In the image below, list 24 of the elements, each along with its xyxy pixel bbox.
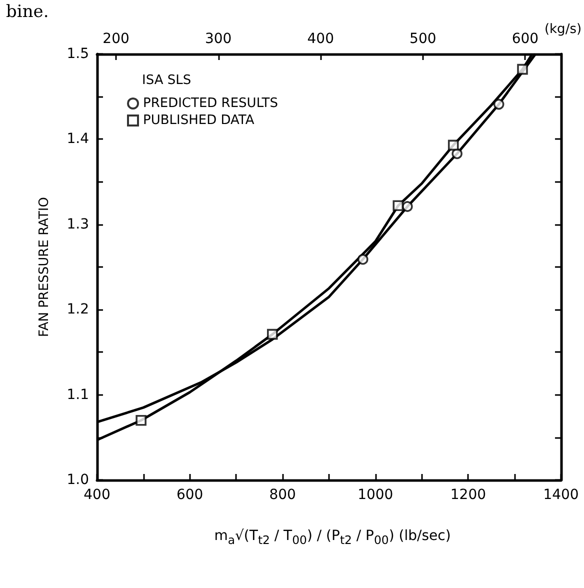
x-tick-label: 1000 [358,487,394,503]
x2-tick-label: 500 [410,31,436,47]
y-tick-label: 1.4 [66,131,90,148]
x-tick-label: 1400 [543,487,579,503]
legend-label: PUBLISHED DATA [143,113,254,128]
x-tick-label: 800 [269,487,296,503]
y-tick-label: 1.3 [66,216,89,232]
text: m$_{a}$√(T$_{t2}$ / T$_{00}$) / (P$_{t2}$ / P$_{00}$) (lb/sec) [214,528,451,547]
x-tick-label: 600 [176,487,204,503]
y-tick-label: 1.2 [66,302,89,318]
x-tick-label: 1200 [450,487,486,503]
x2-tick-label: 200 [102,31,130,47]
y-tick-label: 1.1 [66,386,89,403]
x2-tick-label: 400 [307,31,334,47]
x2-axis-title: (kg/s) [544,22,582,37]
x-tick-label: 400 [84,487,110,503]
legend-title: ISA SLS [142,73,192,88]
y-axis-title: FAN PRESSURE RATIO [37,197,52,337]
legend-label: PREDICTED RESULTS [143,96,278,111]
y-tick-label: 1.5 [66,46,89,62]
text: bine. [6,2,49,22]
x2-tick-label: 600 [512,31,539,47]
x2-tick-label: 300 [204,31,232,47]
y-tick-label: 1.0 [66,472,89,488]
